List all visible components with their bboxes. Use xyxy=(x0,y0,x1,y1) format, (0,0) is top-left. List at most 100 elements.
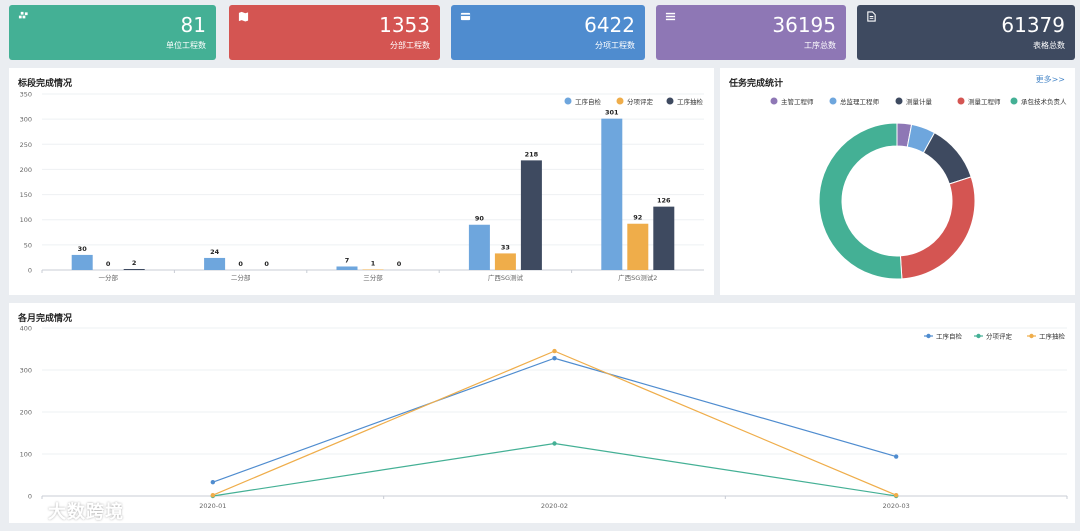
y-tick-label: 250 xyxy=(20,141,32,149)
stat-card-units[interactable]: 81 单位工程数 xyxy=(9,5,216,60)
stat-card-divisions[interactable]: 1353 分部工程数 xyxy=(229,5,440,60)
bar xyxy=(653,206,675,270)
stat-value: 6422 xyxy=(584,13,635,37)
y-tick-label: 350 xyxy=(20,91,32,99)
data-label: 0 xyxy=(106,260,111,268)
y-tick-label: 50 xyxy=(24,241,32,249)
bar xyxy=(601,118,623,270)
watermark-text: 大数跨境 xyxy=(48,502,124,523)
stat-label: 分部工程数 xyxy=(390,41,430,50)
series-line xyxy=(212,357,897,483)
stat-value: 61379 xyxy=(1001,13,1065,37)
stat-label: 工序总数 xyxy=(804,41,836,50)
x-tick-label: 三分部 xyxy=(363,273,383,282)
legend-marker xyxy=(1029,333,1034,339)
y-tick-label: 200 xyxy=(20,166,32,174)
series-line xyxy=(212,350,897,496)
legend-label: 测量工程师 xyxy=(968,97,1001,106)
x-tick-label: 2020-03 xyxy=(883,502,910,510)
legend-marker xyxy=(926,333,931,339)
y-tick-label: 400 xyxy=(20,325,32,333)
donut-chart: 主管工程师 总监理工程师 测量计量 测量工程师 承包技术负责人 xyxy=(770,97,1067,280)
x-tick-label: 广西SG测试2 xyxy=(618,273,657,282)
data-label: 90 xyxy=(475,215,485,223)
data-label: 7 xyxy=(345,256,350,264)
y-tick-label: 100 xyxy=(20,451,32,459)
more-link[interactable]: 更多>> xyxy=(1035,75,1065,84)
y-tick-label: 100 xyxy=(20,216,32,224)
x-tick-label: 一分部 xyxy=(98,273,118,282)
stat-value: 36195 xyxy=(772,13,836,37)
panel-title: 各月完成情况 xyxy=(18,314,73,324)
legend-label: 工序抽检 xyxy=(1039,332,1066,341)
card-icon xyxy=(460,12,471,21)
stat-value: 1353 xyxy=(379,13,430,37)
data-point xyxy=(210,492,216,498)
data-label: 2 xyxy=(132,259,137,267)
bar xyxy=(520,160,542,270)
panel-title: 标段完成情况 xyxy=(18,79,73,89)
document-icon xyxy=(867,11,876,22)
data-label: 301 xyxy=(605,109,619,117)
watermark-logo-icon xyxy=(8,501,38,519)
x-tick-label: 二分部 xyxy=(231,273,251,282)
stat-card-subitems[interactable]: 6422 分项工程数 xyxy=(451,5,645,60)
data-label: 0 xyxy=(238,260,243,268)
data-label: 1 xyxy=(371,259,376,267)
x-tick-label: 广西SG测试 xyxy=(488,273,524,282)
legend-marker xyxy=(895,97,903,105)
legend-label: 总监理工程师 xyxy=(840,97,880,106)
bar xyxy=(362,269,384,270)
data-label: 24 xyxy=(210,248,220,256)
y-tick-label: 300 xyxy=(20,367,32,375)
list-icon xyxy=(665,12,676,21)
data-label: 126 xyxy=(657,197,671,205)
x-tick-label: 2020-02 xyxy=(541,502,568,510)
data-label: 0 xyxy=(264,260,269,268)
pie-slice xyxy=(922,131,972,185)
data-point xyxy=(893,492,899,498)
data-label: 30 xyxy=(78,245,88,253)
x-tick-label: 2020-01 xyxy=(199,502,226,510)
legend-marker xyxy=(976,333,981,339)
legend-marker xyxy=(564,97,572,105)
data-label: 218 xyxy=(525,150,539,158)
pie-slice xyxy=(818,122,903,280)
stat-label: 分项工程数 xyxy=(595,41,635,50)
legend-marker xyxy=(666,97,674,105)
legend-label: 工序自检 xyxy=(936,332,963,341)
legend-label: 工序抽检 xyxy=(677,97,704,106)
data-point xyxy=(210,479,216,485)
data-label: 33 xyxy=(501,243,510,251)
legend-label: 分项评定 xyxy=(986,332,1013,341)
cubes-icon xyxy=(18,11,28,19)
bar xyxy=(336,266,358,270)
map-icon xyxy=(238,11,249,22)
stat-card-procedures[interactable]: 36195 工序总数 xyxy=(656,5,846,60)
data-label: 0 xyxy=(397,260,402,268)
y-tick-label: 150 xyxy=(20,191,32,199)
legend-marker xyxy=(829,97,837,105)
bar xyxy=(468,224,490,270)
y-tick-label: 300 xyxy=(20,116,32,124)
bar xyxy=(494,253,516,270)
stat-value: 81 xyxy=(180,13,206,37)
legend-marker xyxy=(1010,97,1018,105)
y-tick-label: 0 xyxy=(28,267,32,275)
data-point xyxy=(893,454,899,459)
stat-card-tables[interactable]: 61379 表格总数 xyxy=(857,5,1075,60)
bar xyxy=(627,223,649,270)
data-label: 92 xyxy=(633,214,642,222)
bar xyxy=(204,257,226,270)
stat-label: 单位工程数 xyxy=(166,41,206,50)
pie-slice xyxy=(899,176,976,280)
data-point xyxy=(552,441,557,446)
legend-marker xyxy=(957,97,965,105)
bar xyxy=(71,254,93,270)
legend-label: 主管工程师 xyxy=(781,97,814,106)
panel-title: 任务完成统计 xyxy=(729,79,784,89)
legend-label: 分项评定 xyxy=(627,97,654,106)
data-point xyxy=(552,356,557,361)
bar xyxy=(123,268,145,270)
legend-marker xyxy=(770,97,778,105)
